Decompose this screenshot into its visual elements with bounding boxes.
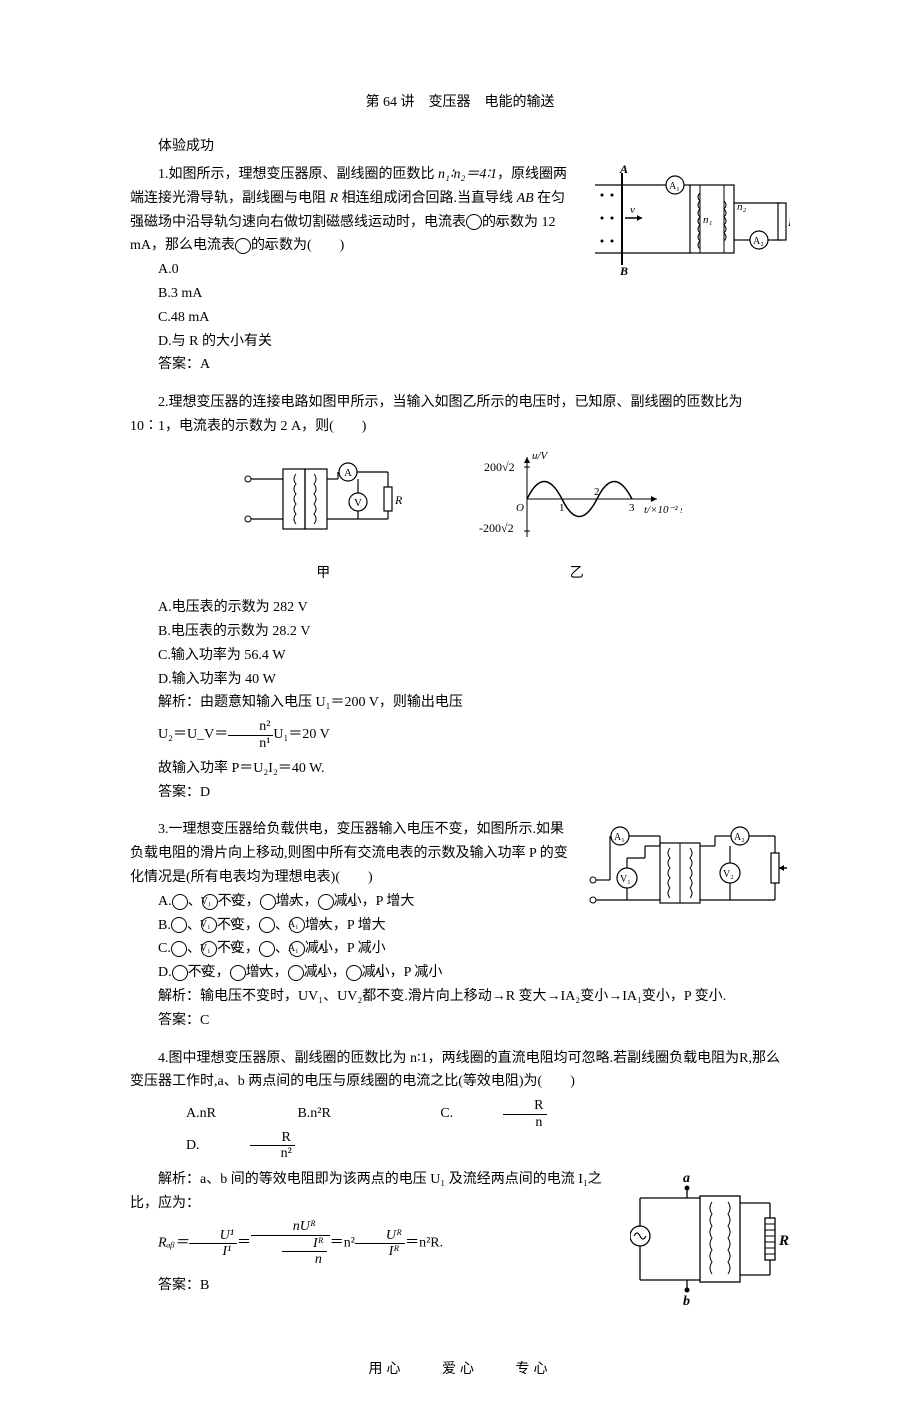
q2-analysis-1: 解析：由题意知输入电压 U₁＝200 V，则输出电压 (130, 691, 790, 715)
a1-icon: A₁ (259, 917, 275, 933)
svg-text:t/×10⁻² s: t/×10⁻² s (644, 504, 682, 516)
q1-figure: A B v A₁ n₁ (590, 163, 790, 287)
q2-option-d: D.输入功率为 40 W (130, 668, 790, 692)
a1-icon: A₁ (260, 894, 276, 910)
svg-text:R: R (394, 493, 403, 507)
q2-analysis-2: 故输入功率 P＝U₂I₂＝40 W. (130, 757, 790, 781)
q2-answer: 答案：D (130, 781, 790, 805)
q2-option-b: B.电压表的示数为 28.2 V (130, 620, 790, 644)
q4-option-d: D.Rn² (130, 1130, 395, 1162)
q3-figure: A₁ V₁ A₂ V₂ (585, 818, 790, 922)
q4-option-c: C.Rn (384, 1098, 646, 1130)
q2-caption-left: 甲 (238, 561, 408, 586)
question-1: A B v A₁ n₁ (130, 163, 790, 377)
svg-text:u/V: u/V (532, 450, 549, 462)
svg-text:V: V (354, 497, 362, 509)
q4-option-a: A.nR (158, 1101, 216, 1128)
q3-answer: 答案：C (130, 1009, 790, 1033)
svg-text:A₂: A₂ (734, 832, 745, 843)
a2-icon: A₂ (235, 238, 251, 254)
q2-caption-right: 乙 (472, 561, 682, 586)
svg-text:2: 2 (594, 486, 600, 498)
svg-text:A₂: A₂ (753, 236, 764, 247)
svg-text:O: O (516, 502, 524, 514)
question-4: 4.图中理想变压器原、副线圈的匝数比为 n∶1，两线圈的直流电阻均可忽略.若副线… (130, 1047, 790, 1327)
v1-icon: V₁ (172, 894, 188, 910)
a2-icon: A₂ (289, 917, 305, 933)
q2-option-a: A.电压表的示数为 282 V (130, 596, 790, 620)
q4-text: 4.图中理想变压器原、副线圈的匝数比为 n∶1，两线圈的直流电阻均可忽略.若副线… (130, 1047, 790, 1095)
v2-icon: V₂ (201, 941, 217, 957)
q1-option-d: D.与 R 的大小有关 (130, 330, 790, 354)
svg-text:B: B (619, 264, 628, 278)
footer-word-3: 专心 (516, 1362, 552, 1377)
svg-text:R: R (787, 215, 790, 229)
a2-icon: A₂ (289, 941, 305, 957)
q2-text: 2.理想变压器的连接电路如图甲所示，当输入如图乙所示的电压时，已知原、副线圈的匝… (130, 391, 790, 439)
svg-text:R: R (778, 1233, 789, 1249)
q2-options: A.电压表的示数为 282 V B.电压表的示数为 28.2 V C.输入功率为… (130, 596, 790, 691)
svg-text:200√2: 200√2 (484, 460, 515, 474)
v2-icon: V₂ (201, 917, 217, 933)
svg-text:n₁: n₁ (703, 214, 713, 226)
section-header: 体验成功 (130, 135, 790, 159)
q4-options: A.nR B.n²R C.Rn D.Rn² (130, 1098, 790, 1162)
svg-text:3: 3 (629, 502, 635, 514)
q3-option-c: C.V₁、V₂不变，A₁、A₂减小，P 减小 (130, 937, 790, 961)
v1-icon: V₁ (171, 941, 187, 957)
svg-text:1: 1 (559, 502, 565, 514)
q4-option-b: B.n²R (269, 1101, 330, 1128)
svg-text:v: v (630, 204, 635, 216)
v2-icon: V₂ (202, 894, 218, 910)
q2-formula: U₂＝U_V＝n²n¹U₁＝20 V (130, 719, 790, 751)
a1-icon: A₁ (346, 965, 362, 981)
v1-icon: V₁ (172, 965, 188, 981)
a1-icon: A₁ (466, 214, 482, 230)
a1-icon: A₁ (259, 941, 275, 957)
svg-text:a: a (683, 1171, 690, 1186)
footer-word-1: 用心 (369, 1362, 405, 1377)
svg-text:A: A (344, 467, 352, 479)
a2-icon: A₂ (318, 894, 334, 910)
question-2: 2.理想变压器的连接电路如图甲所示，当输入如图乙所示的电压时，已知原、副线圈的匝… (130, 391, 790, 804)
q1-answer: 答案：A (130, 353, 790, 377)
question-3: A₁ V₁ A₂ V₂ (130, 818, 790, 1032)
footer-word-2: 爱心 (442, 1362, 478, 1377)
q3-option-d: D.V₁不变，V₂增大，A₂减小，A₁减小，P 减小 (130, 961, 790, 985)
svg-text:A: A (619, 163, 628, 176)
svg-text:V₁: V₁ (620, 874, 631, 885)
q2-option-c: C.输入功率为 56.4 W (130, 644, 790, 668)
a2-icon: A₂ (288, 965, 304, 981)
svg-text:V₂: V₂ (723, 869, 734, 880)
svg-text:b: b (683, 1294, 690, 1308)
q2-figures: A V R 甲 u/V (130, 449, 790, 586)
q4-figure: a b R (630, 1168, 790, 1317)
page-footer: 用心 爱心 专心 (130, 1357, 790, 1382)
q3-analysis: 解析：输电压不变时，UV₁、UV₂都不变.滑片向上移动→R 变大→IA₂变小→I… (130, 985, 790, 1009)
svg-text:A₁: A₁ (669, 181, 680, 192)
v1-icon: V₁ (171, 917, 187, 933)
q1-option-c: C.48 mA (130, 306, 790, 330)
v2-icon: V₂ (230, 965, 246, 981)
svg-text:A₁: A₁ (614, 832, 625, 843)
lecture-title: 第 64 讲 变压器 电能的输送 (130, 90, 790, 115)
svg-text:-200√2: -200√2 (479, 521, 514, 535)
